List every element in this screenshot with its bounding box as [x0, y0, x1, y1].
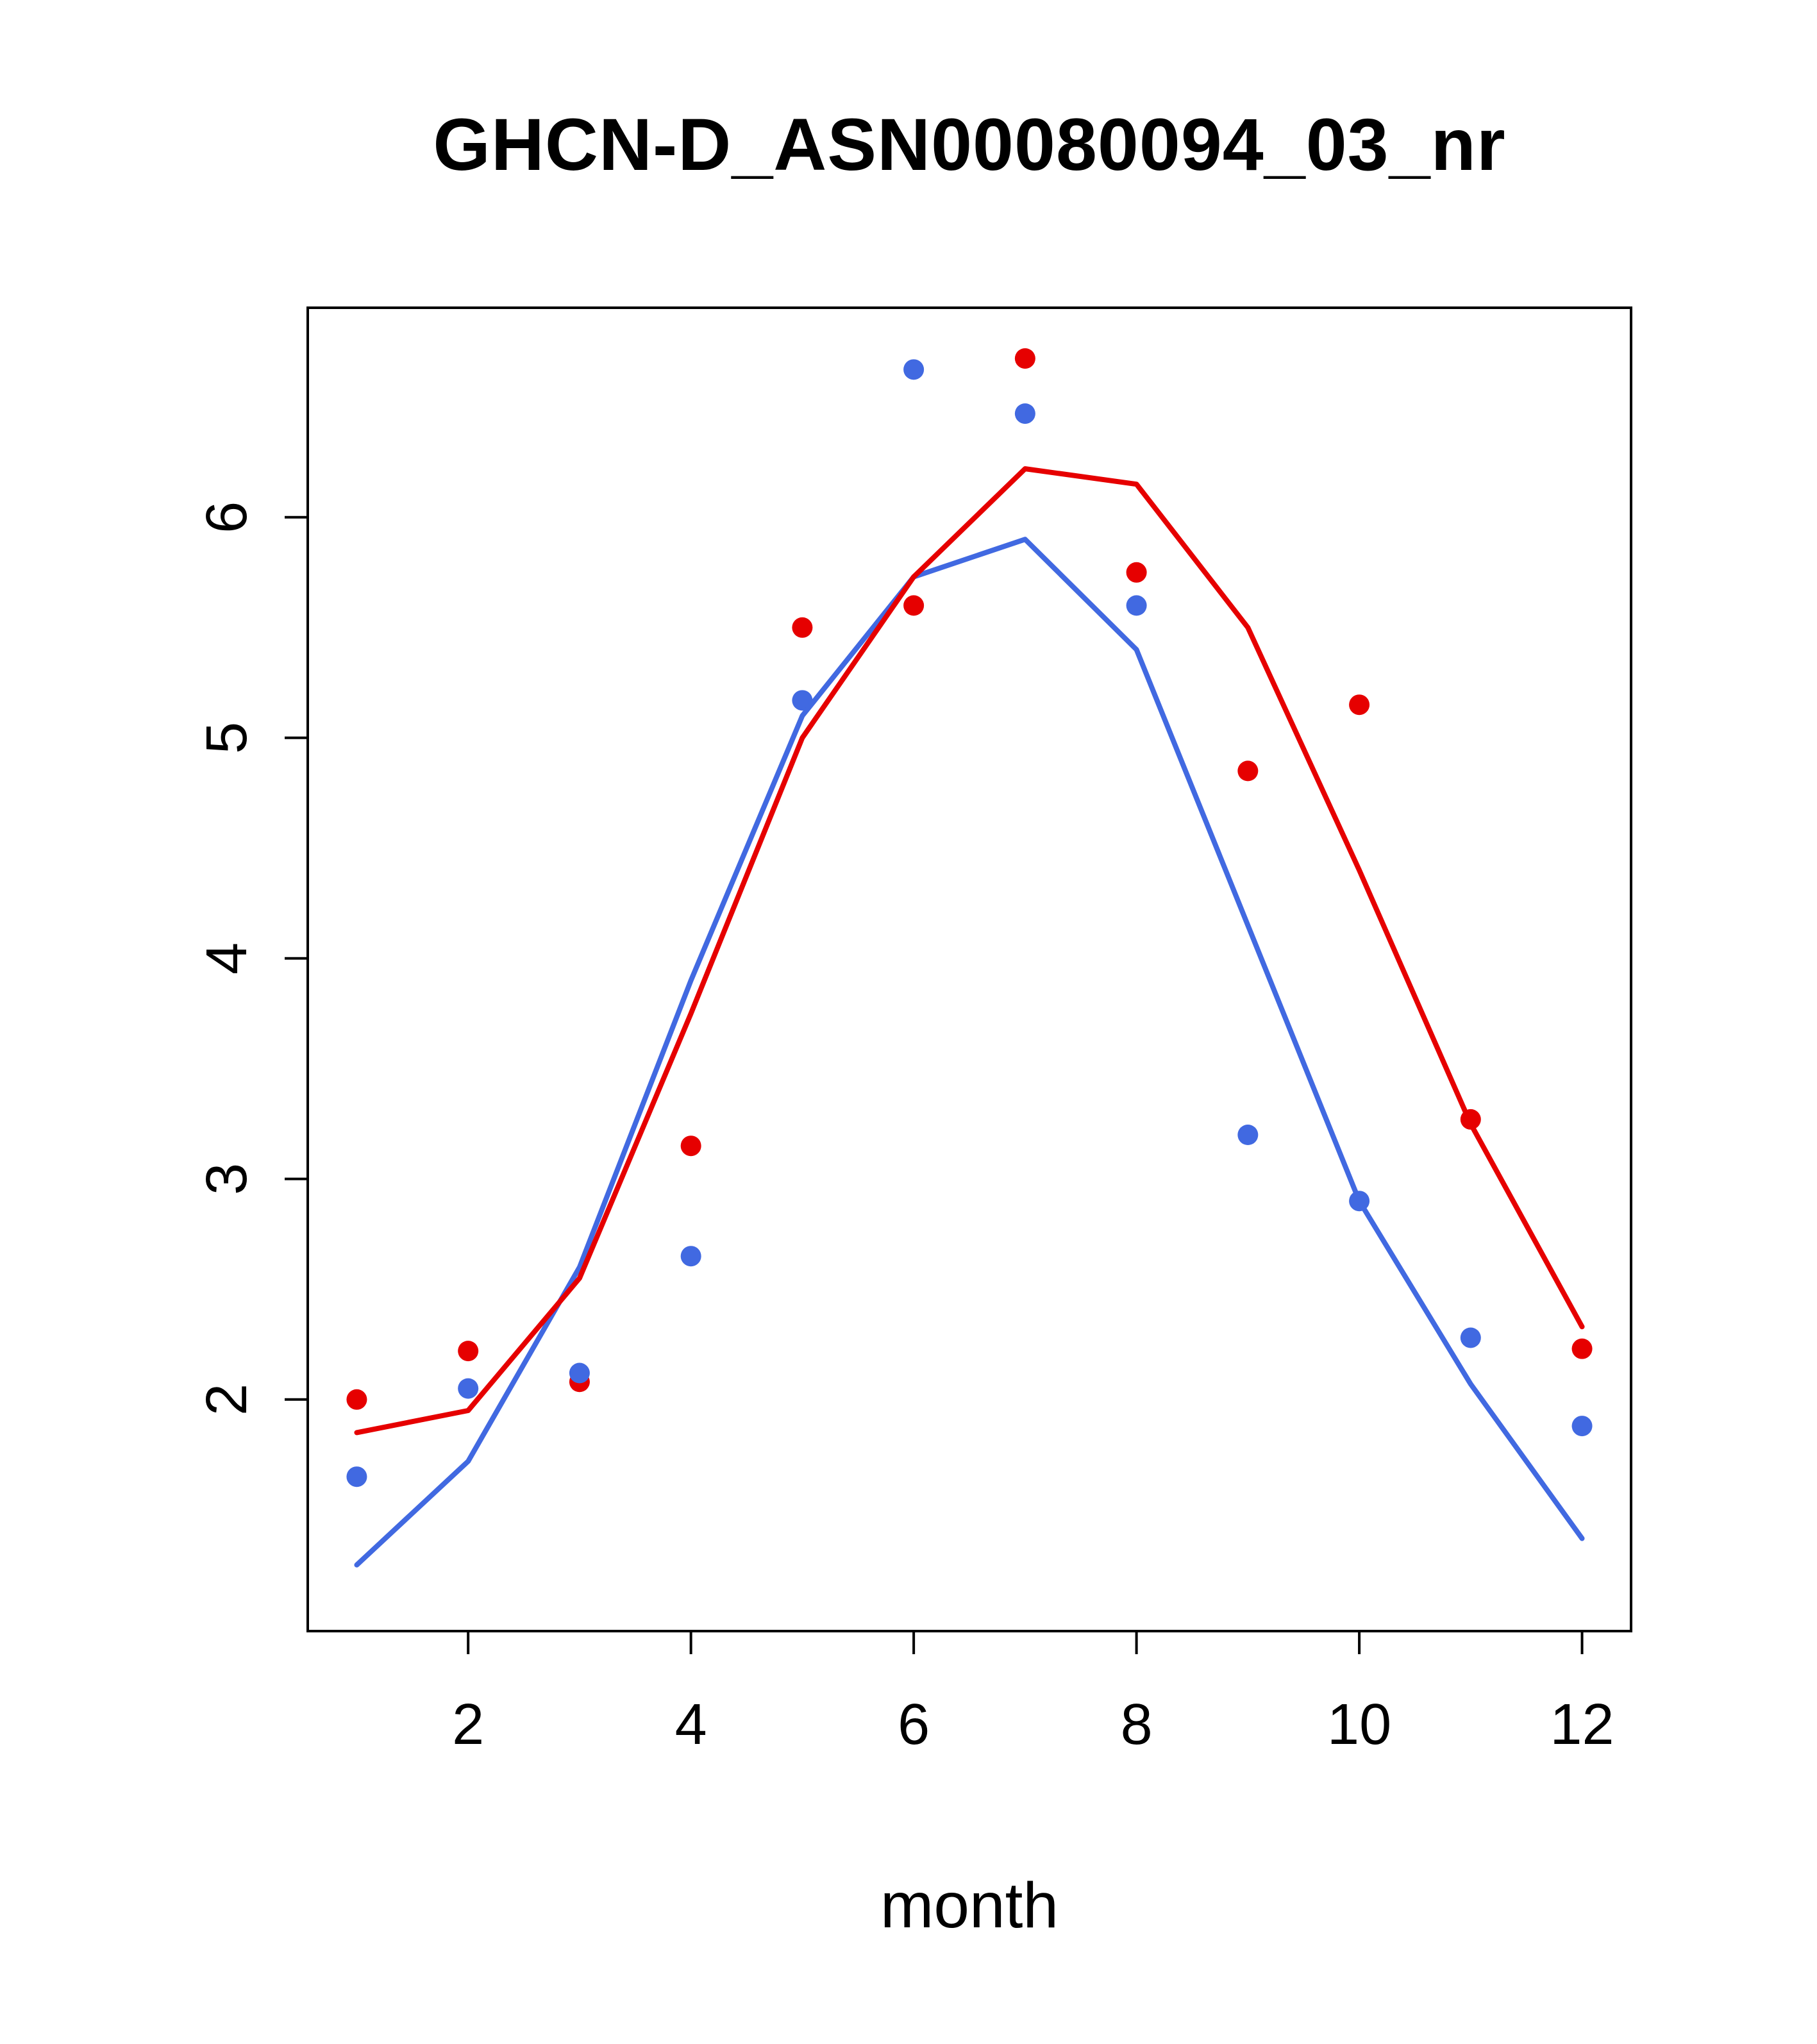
- red-point: [1014, 348, 1035, 369]
- blue-point: [1460, 1327, 1481, 1348]
- x-tick-label: 8: [1121, 1693, 1153, 1757]
- red-point: [1349, 694, 1370, 716]
- blue-line: [354, 537, 1585, 1568]
- chart-title: GHCN-D_ASN00080094_03_nr: [433, 104, 1506, 186]
- blue-point: [1014, 403, 1035, 424]
- red-point: [458, 1341, 479, 1362]
- x-axis-label: month: [880, 1870, 1059, 1941]
- blue-point: [458, 1378, 479, 1399]
- plot-box: [306, 306, 1632, 1632]
- x-tick-label: 10: [1327, 1693, 1391, 1757]
- y-tick-label: 6: [195, 501, 259, 533]
- y-tick-label: 2: [195, 1384, 259, 1416]
- red-point: [680, 1135, 701, 1157]
- blue-point: [1571, 1416, 1593, 1437]
- y-tick-label: 4: [195, 942, 259, 975]
- red-point: [1571, 1338, 1593, 1359]
- red-point: [903, 595, 925, 616]
- red-point: [1126, 562, 1147, 583]
- blue-point: [346, 1466, 367, 1487]
- red-line: [354, 466, 1585, 1436]
- blue-point: [1237, 1125, 1259, 1145]
- blue-point: [1126, 595, 1147, 616]
- red-point: [1237, 760, 1259, 782]
- blue-point: [569, 1362, 590, 1384]
- x-tick-label: 12: [1550, 1693, 1614, 1757]
- x-tick-label: 6: [898, 1693, 930, 1757]
- red-point: [346, 1389, 367, 1410]
- y-tick-label: 3: [195, 1163, 259, 1195]
- red-point: [792, 617, 813, 638]
- x-tick-label: 2: [452, 1693, 484, 1757]
- x-tick-label: 4: [675, 1693, 707, 1757]
- blue-point: [680, 1246, 701, 1267]
- y-tick-label: 5: [195, 722, 259, 754]
- blue-point: [903, 359, 925, 380]
